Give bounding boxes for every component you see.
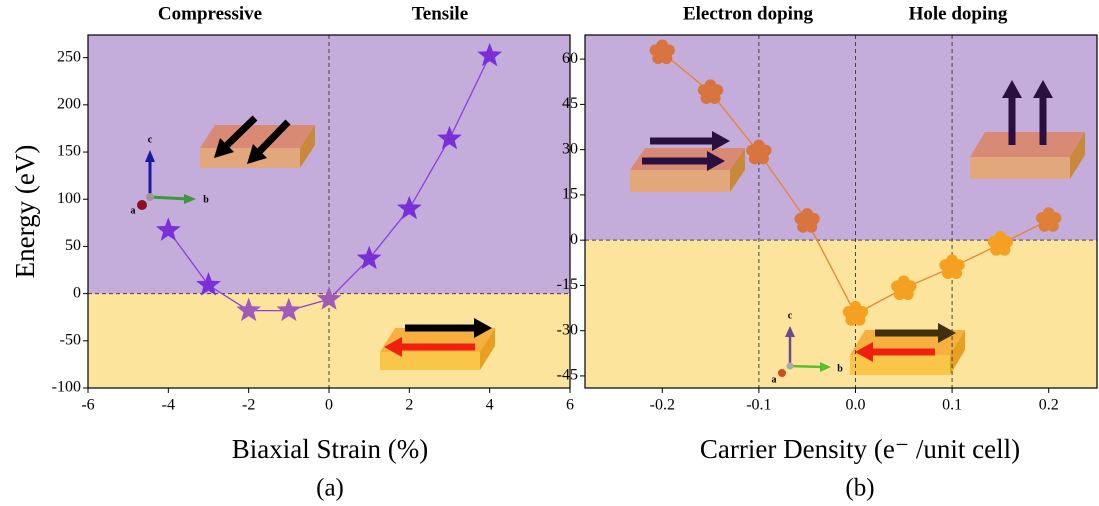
inset-block	[630, 131, 745, 192]
x-tick-label: 4	[486, 397, 494, 414]
data-point	[156, 217, 181, 241]
inset-axis-label: c	[148, 134, 153, 145]
panel-title-right: Tensile	[412, 3, 468, 24]
panel-label: (b)	[845, 475, 874, 502]
y-tick-label: -50	[60, 331, 81, 348]
y-tick-label: -30	[557, 321, 578, 338]
y-tick-label: 30	[562, 140, 578, 157]
x-tick-label: -2	[242, 397, 255, 414]
data-point	[397, 195, 422, 220]
y-tick-label: 0	[73, 284, 81, 301]
y-tick-label: 60	[562, 50, 578, 67]
y-tick-label: 15	[562, 186, 578, 203]
panel-label: (a)	[316, 475, 344, 502]
y-tick-label: 200	[57, 96, 81, 113]
data-point	[316, 286, 342, 310]
y-tick-label: 150	[57, 143, 81, 160]
data-point	[891, 275, 917, 301]
x-tick-label: 0.2	[1039, 397, 1059, 414]
y-tick-label: 100	[57, 190, 81, 207]
inset-axis-label: b	[837, 363, 843, 374]
panel-title-left: Electron doping	[683, 3, 814, 24]
panel-title-right: Hole doping	[909, 3, 1008, 24]
inset-axis-label: c	[788, 310, 793, 321]
insets	[137, 80, 1085, 377]
data-point	[649, 39, 675, 65]
y-axis-label: Energy (eV)	[10, 145, 40, 279]
y-tick-label: 250	[57, 48, 81, 65]
chart-layer: -6 -4 -2 0 2 4 6-100-50050100150200250Compress…	[10, 3, 1098, 502]
plot-frame	[584, 34, 1098, 389]
x-tick-label: 2	[405, 397, 413, 414]
x-tick-label: -4	[162, 397, 175, 414]
data-point	[939, 254, 965, 279]
inset-block	[970, 80, 1085, 179]
data-point	[276, 297, 302, 322]
data-point	[356, 245, 382, 270]
data-point	[697, 79, 724, 104]
inset-axis-label: b	[203, 194, 209, 205]
y-tick-label: 0	[570, 231, 578, 248]
x-tick-label: 0.1	[942, 397, 962, 414]
x-tick-label: -0.2	[650, 397, 675, 414]
data-point	[794, 208, 820, 233]
data-point	[236, 297, 261, 322]
x-tick-label: 0.0	[845, 397, 865, 414]
inset-axis-label: a	[131, 205, 136, 216]
data-point	[987, 231, 1013, 256]
y-tick-label: 45	[562, 95, 578, 112]
y-tick-label: -15	[557, 276, 578, 293]
inset-block	[200, 115, 315, 168]
x-tick-label: 0	[325, 397, 333, 414]
region-below	[585, 240, 1097, 388]
y-tick-label: 50	[65, 237, 81, 254]
x-axis-label: Carrier Density (e⁻ /unit cell)	[700, 434, 1020, 464]
inset-axis-label: a	[772, 374, 777, 385]
inset-block	[380, 318, 495, 370]
inset-block	[850, 323, 965, 375]
x-tick-label: -0.1	[746, 397, 771, 414]
x-tick-label: 6	[566, 397, 574, 414]
data-point	[1036, 207, 1062, 232]
inset-axes	[778, 326, 831, 377]
x-tick-label: -6	[81, 397, 94, 414]
y-tick-label: -100	[52, 379, 81, 396]
inset-axes	[137, 150, 196, 210]
panel-title-left: Compressive	[158, 3, 262, 24]
data-point	[437, 125, 462, 150]
x-axis-label: Biaxial Strain (%)	[232, 434, 428, 464]
data-point	[196, 272, 221, 296]
data-point	[842, 301, 869, 326]
data-point	[746, 139, 772, 165]
y-tick-label: -45	[557, 367, 578, 384]
data-point	[477, 42, 502, 67]
